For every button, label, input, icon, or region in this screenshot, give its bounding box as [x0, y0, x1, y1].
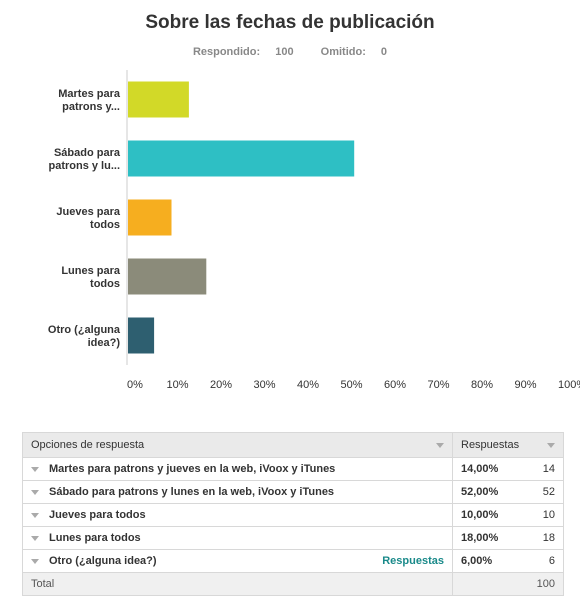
category-label-2: Jueves para todos — [56, 206, 120, 231]
x-tick-label-6: 60% — [384, 379, 406, 391]
options-header[interactable]: Opciones de respuesta — [22, 432, 453, 458]
bar-2[interactable] — [128, 199, 172, 236]
option-cell: Sábado para patrons y lunes en la web, i… — [22, 480, 453, 504]
x-tick-label-3: 30% — [254, 379, 276, 391]
expand-caret-icon[interactable] — [31, 558, 39, 564]
category-label-0: Martes para patrons y... — [58, 88, 121, 113]
responses-link[interactable]: Respuestas — [382, 555, 444, 567]
x-tick-label-10: 100% — [558, 379, 580, 391]
skipped-count: 0 — [380, 46, 388, 58]
x-tick-label-9: 90% — [515, 379, 537, 391]
answered-label: Respondido: — [192, 46, 261, 58]
expand-caret-icon[interactable] — [31, 466, 39, 472]
expand-caret-icon[interactable] — [31, 489, 39, 495]
percent-cell: 18,00% — [452, 526, 525, 550]
table-row: Otro (¿alguna idea?) Respuestas 6,00% 6 — [22, 549, 564, 573]
category-label-3: Lunes para todos — [61, 265, 121, 290]
count-cell: 52 — [525, 480, 564, 504]
bar-4[interactable] — [128, 317, 155, 354]
count-cell: 18 — [525, 526, 564, 550]
option-label: Lunes para todos — [49, 532, 141, 544]
option-cell: Jueves para todos — [22, 503, 453, 527]
bar-3[interactable] — [128, 258, 207, 295]
table-row: Jueves para todos 10,00% 10 — [22, 503, 564, 527]
responses-header[interactable]: Respuestas — [452, 432, 564, 458]
x-tick-label-4: 40% — [297, 379, 319, 391]
options-header-label: Opciones de respuesta — [31, 439, 145, 451]
table-header-row: Opciones de respuesta Respuestas — [22, 432, 564, 458]
responses-header-label: Respuestas — [461, 439, 520, 451]
count-cell: 6 — [525, 549, 564, 573]
option-cell: Otro (¿alguna idea?) Respuestas — [22, 549, 453, 573]
total-label: Total — [22, 572, 453, 596]
answered-count: 100 — [275, 46, 294, 58]
percent-cell: 52,00% — [452, 480, 525, 504]
table-row: Martes para patrons y jueves en la web, … — [22, 457, 564, 481]
percent-cell: 14,00% — [452, 457, 525, 481]
bar-1[interactable] — [128, 140, 355, 177]
bar-chart: Martes para patrons y... Sábado para patron… — [48, 70, 580, 391]
option-label: Martes para patrons y jueves en la web, … — [49, 463, 336, 475]
x-tick-label-1: 10% — [167, 379, 189, 391]
table-row: Sábado para patrons y lunes en la web, i… — [22, 480, 564, 504]
count-cell: 10 — [525, 503, 564, 527]
chart-title: Sobre las fechas de publicación — [145, 12, 435, 33]
percent-cell: 6,00% — [452, 549, 525, 573]
responses-table: Opciones de respuesta Respuestas Martes … — [22, 432, 564, 596]
table-row: Lunes para todos 18,00% 18 — [22, 526, 564, 550]
option-label: Sábado para patrons y lunes en la web, i… — [49, 486, 335, 498]
option-cell: Lunes para todos — [22, 526, 453, 550]
percent-cell: 10,00% — [452, 503, 525, 527]
expand-caret-icon[interactable] — [31, 535, 39, 541]
x-tick-label-7: 70% — [428, 379, 450, 391]
skipped-label: Omitido: — [320, 46, 366, 58]
bar-0[interactable] — [128, 81, 189, 118]
sort-caret-icon[interactable] — [436, 442, 444, 448]
option-label: Jueves para todos — [49, 509, 146, 521]
category-label-4: Otro (¿alguna idea?) — [48, 324, 121, 349]
x-tick-label-5: 50% — [341, 379, 363, 391]
option-label: Otro (¿alguna idea?) — [49, 555, 157, 567]
count-cell: 14 — [525, 457, 564, 481]
x-tick-label-0: 0% — [127, 379, 143, 391]
total-count: 100 — [452, 572, 564, 596]
total-row: Total 100 — [22, 572, 564, 596]
x-tick-label-8: 80% — [471, 379, 493, 391]
x-tick-label-2: 20% — [210, 379, 232, 391]
category-label-1: Sábado para patrons y lu... — [48, 147, 120, 172]
sort-caret-icon[interactable] — [547, 442, 555, 448]
option-cell: Martes para patrons y jueves en la web, … — [22, 457, 453, 481]
response-summary: Respondido: 100 Omitido: 0 — [0, 46, 580, 58]
expand-caret-icon[interactable] — [31, 512, 39, 518]
